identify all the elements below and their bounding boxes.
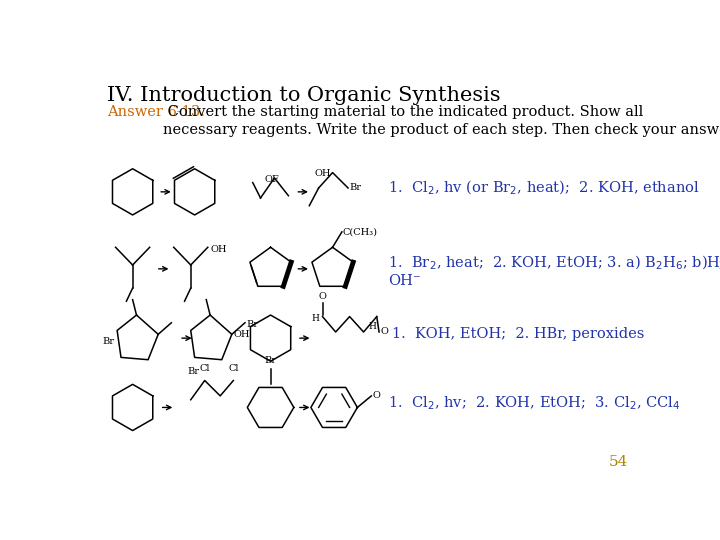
Text: 1.  KOH, EtOH;  2. HBr, peroxides: 1. KOH, EtOH; 2. HBr, peroxides [392,327,644,341]
Text: 1.  Cl$_2$, hv;  2. KOH, EtOH;  3. Cl$_2$, CCl$_4$: 1. Cl$_2$, hv; 2. KOH, EtOH; 3. Cl$_2$, … [388,395,681,413]
Text: OH: OH [234,330,251,339]
Text: Cl: Cl [199,364,210,373]
Text: Cl: Cl [229,364,239,373]
Text: H: H [369,322,377,331]
Text: 1.  Cl$_2$, hv (or Br$_2$, heat);  2. KOH, ethanol: 1. Cl$_2$, hv (or Br$_2$, heat); 2. KOH,… [388,179,700,197]
Text: Br: Br [264,356,276,365]
Text: OH: OH [315,168,331,178]
Text: O: O [373,392,381,400]
Text: OH: OH [210,245,227,254]
Text: Convert the starting material to the indicated product. Show all
necessary reage: Convert the starting material to the ind… [163,105,720,137]
Text: O: O [318,292,326,301]
Text: Br: Br [246,320,258,329]
Text: 54: 54 [609,455,629,469]
Text: Answer 6-13.: Answer 6-13. [107,105,205,119]
Text: OF: OF [264,175,279,184]
Text: IV. Introduction to Organic Synthesis: IV. Introduction to Organic Synthesis [107,86,500,105]
Text: Br: Br [103,338,114,347]
Text: O: O [381,327,389,336]
Text: OH⁻: OH⁻ [388,274,421,288]
Text: Br: Br [350,184,361,192]
Text: 1.  Br$_2$, heat;  2. KOH, EtOH; 3. a) B$_2$H$_6$; b)H$_2$O$_2$,: 1. Br$_2$, heat; 2. KOH, EtOH; 3. a) B$_… [388,253,720,272]
Text: H: H [312,314,320,322]
Text: C(CH₃): C(CH₃) [343,227,378,237]
Text: Br: Br [187,367,199,376]
